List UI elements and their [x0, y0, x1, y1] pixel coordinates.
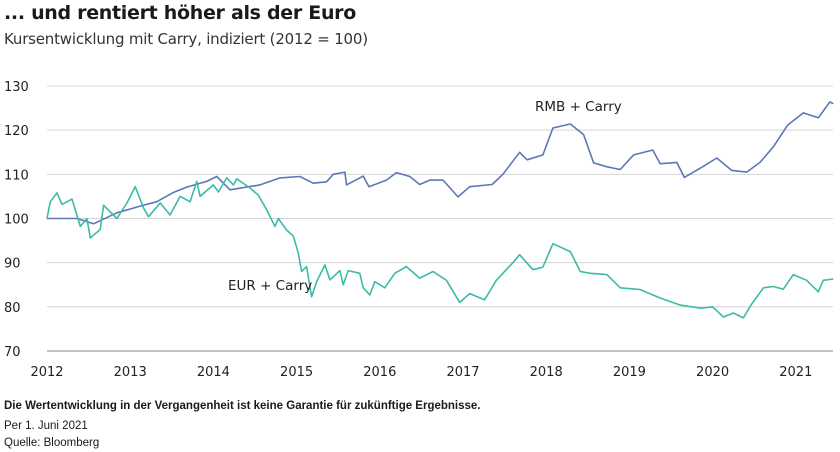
- x-tick-label: 2016: [363, 365, 396, 380]
- y-tick-label: 70: [4, 345, 21, 360]
- series-line-rmb: [47, 101, 834, 225]
- as-of-date: Per 1. Juni 2021: [4, 420, 88, 432]
- x-tick-label: 2015: [280, 365, 313, 380]
- x-tick-label: 2014: [197, 365, 230, 380]
- series-line-eur: [46, 177, 834, 319]
- x-tick-label: 2013: [114, 365, 147, 380]
- y-tick-label: 130: [4, 80, 29, 95]
- series-label-rmb: RMB + Carry: [535, 99, 622, 115]
- x-tick-label: 2012: [30, 365, 63, 380]
- x-tick-label: 2017: [446, 365, 479, 380]
- disclaimer: Die Wertentwicklung in der Vergangenheit…: [4, 400, 481, 412]
- y-tick-label: 110: [4, 168, 29, 183]
- x-tick-label: 2020: [696, 365, 729, 380]
- y-tick-label: 100: [4, 213, 29, 228]
- x-axis-ticks: 2012 2013 2014 2015 2016 2017 2018 2019 2020 2021: [30, 365, 812, 380]
- chart-title: ... und rentiert höher als der Euro: [4, 2, 357, 24]
- series-lines: [46, 101, 834, 319]
- y-tick-label: 120: [4, 124, 29, 139]
- y-tick-label: 80: [4, 301, 21, 316]
- series-label-eur: EUR + Carry: [228, 278, 312, 294]
- x-tick-label: 2019: [613, 365, 646, 380]
- y-tick-label: 90: [4, 257, 21, 272]
- source: Quelle: Bloomberg: [4, 437, 100, 449]
- gridlines: [47, 85, 833, 352]
- y-axis-ticks: 70 80 90 100 110 120 130: [4, 80, 29, 360]
- x-tick-label: 2021: [779, 365, 812, 380]
- x-tick-label: 2018: [530, 365, 563, 380]
- chart-subtitle: Kursentwicklung mit Carry, indiziert (20…: [4, 30, 368, 48]
